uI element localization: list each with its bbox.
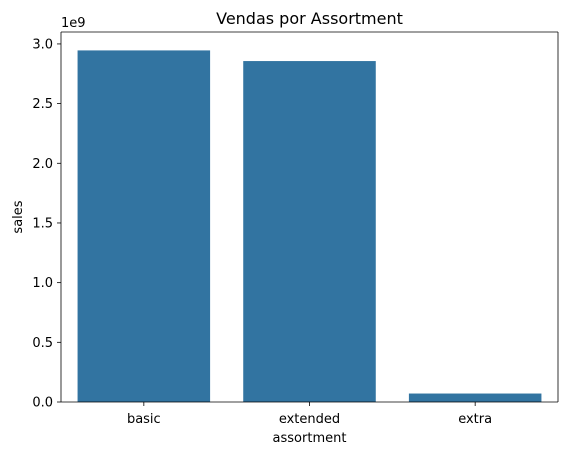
y-offset-label: 1e9 <box>61 16 86 31</box>
bar-basic <box>77 50 211 403</box>
chart-title: Vendas por Assortment <box>216 9 403 28</box>
y-axis-ticks: 0.0 0.5 1.0 1.5 2.0 2.5 3.0 <box>32 37 61 411</box>
bars-group <box>77 50 542 403</box>
x-tick-label: extended <box>279 412 340 427</box>
y-tick-label: 1.0 <box>32 276 53 291</box>
y-tick-label: 2.5 <box>32 97 53 112</box>
y-axis-label: sales <box>11 200 26 233</box>
y-tick-label: 3.0 <box>32 37 53 52</box>
y-tick-label: 2.0 <box>32 157 53 172</box>
x-axis-ticks: basic extended extra <box>127 402 492 427</box>
y-tick-label: 0.5 <box>32 336 53 351</box>
x-tick-label: extra <box>458 412 492 427</box>
x-tick-label: basic <box>127 412 161 427</box>
bar-extra <box>408 393 542 402</box>
x-axis-label: assortment <box>273 431 347 446</box>
y-tick-label: 0.0 <box>32 396 53 411</box>
bar-extended <box>243 61 376 402</box>
y-tick-label: 1.5 <box>32 216 53 231</box>
